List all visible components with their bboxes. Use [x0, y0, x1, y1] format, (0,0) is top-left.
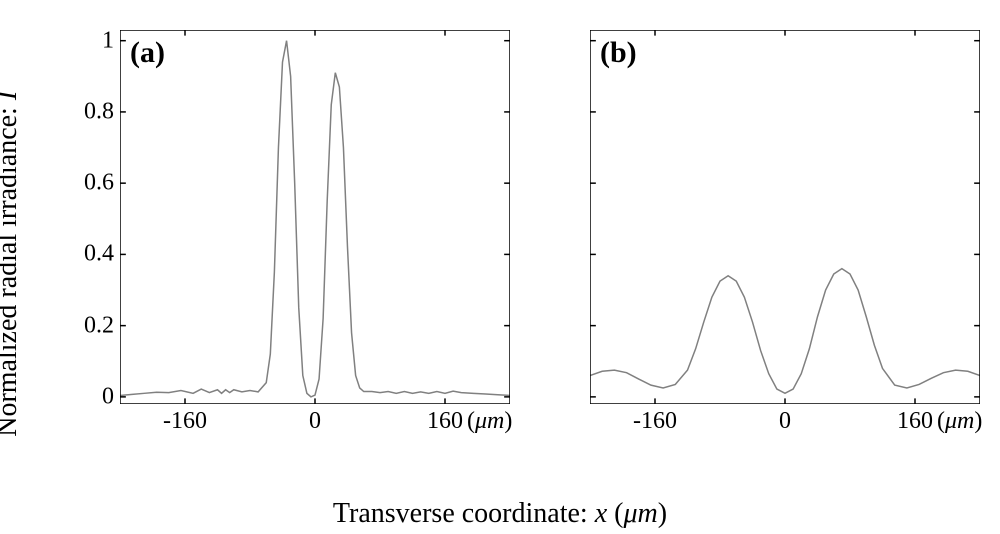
ytick-label: 1: [102, 27, 114, 54]
xtick-label: 0: [309, 408, 321, 435]
plot-area-b: [590, 30, 980, 404]
axis-box-a: [120, 30, 510, 404]
panel-b: -160 0 160(μm) (b): [550, 30, 980, 454]
xtick-label: 160(μm): [897, 408, 933, 435]
plot-area-a: [120, 30, 510, 404]
ytick-label: 0.2: [84, 312, 114, 339]
xtick-label: 160(μm): [427, 408, 463, 435]
panels-container: 0 0.2 0.4 0.6 0.8 1 -160 0 160(μm) (a) -160 0 160(μm…: [80, 30, 980, 454]
ytick-label: 0: [102, 383, 114, 410]
xticks-b: -160 0 160(μm): [590, 408, 980, 454]
panel-label-b: (b): [600, 36, 637, 70]
figure: Normalized radial irradiance: I Transver…: [0, 0, 1000, 534]
yticks-b: [550, 30, 586, 404]
x-unit-label: (μm): [937, 408, 982, 435]
ytick-label: 0.6: [84, 170, 114, 197]
xtick-label: -160: [633, 408, 677, 435]
series-line-b: [590, 269, 980, 394]
ytick-label: 0.4: [84, 241, 114, 268]
xtick-label: 0: [779, 408, 791, 435]
x-axis-label: Transverse coordinate: x (μm): [0, 498, 1000, 530]
yticks-a: 00.20.40.60.81: [80, 30, 116, 404]
xticks-a: -160 0 160(μm): [120, 408, 510, 454]
ytick-label: 0.8: [84, 98, 114, 125]
panel-a: 0 0.2 0.4 0.6 0.8 1 -160 0 160(μm) (a): [80, 30, 510, 454]
series-line-a: [120, 41, 510, 397]
y-axis-label: Normalized radial irradiance: I: [0, 91, 24, 437]
panel-label-a: (a): [130, 36, 165, 70]
axis-box-b: [590, 30, 980, 404]
xtick-label: -160: [163, 408, 207, 435]
x-unit-label: (μm): [467, 408, 512, 435]
